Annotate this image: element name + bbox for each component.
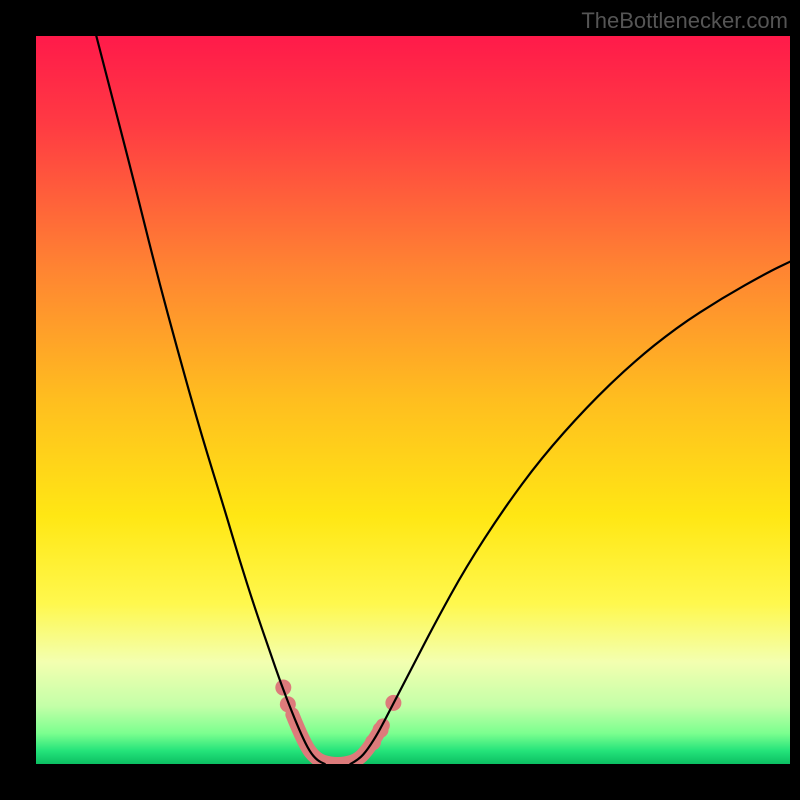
plot-area (36, 36, 790, 764)
chart-svg (36, 36, 790, 764)
watermark-label: TheBottlenecker.com (581, 8, 788, 34)
chart-root: TheBottlenecker.com (0, 0, 800, 800)
gradient-background (36, 36, 790, 764)
